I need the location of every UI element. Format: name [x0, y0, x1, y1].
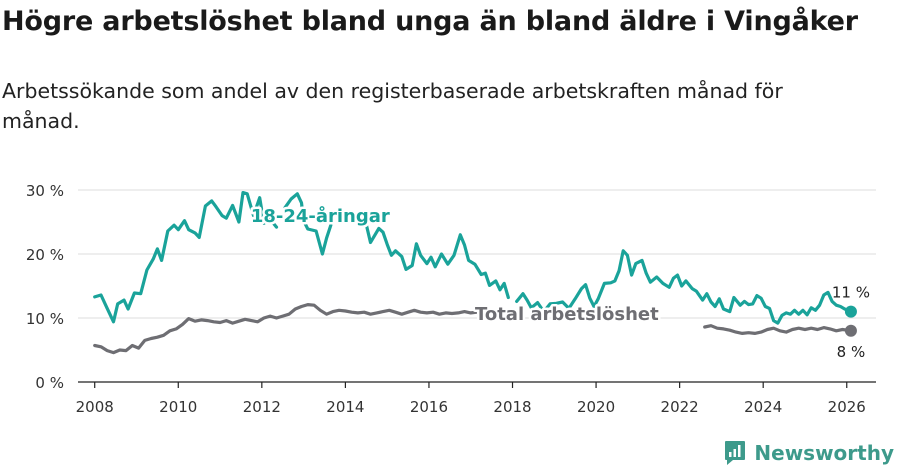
y-tick-label: 20 % — [26, 246, 64, 264]
gridlines — [78, 189, 876, 319]
x-tick-label: 2024 — [744, 398, 782, 416]
x-tick-label: 2016 — [410, 398, 448, 416]
x-tick-label: 2012 — [243, 398, 281, 416]
x-tick-label: 2020 — [577, 398, 615, 416]
x-tick-label: 2026 — [828, 398, 866, 416]
chart-title: Högre arbetslöshet bland unga än bland ä… — [2, 6, 858, 37]
newsworthy-logo-icon — [725, 441, 746, 465]
x-tick-label: 2018 — [493, 398, 531, 416]
series-annotation-0: 18-24-åringar — [251, 205, 390, 227]
series-line-0 — [93, 191, 853, 325]
axes: 0 % 10 % 20 % 30 % 2008 2010 2012 2014 2016 2018 2… — [26, 182, 876, 416]
x-tick-label: 2010 — [159, 398, 197, 416]
brand-logo[interactable]: Newsworthy — [724, 440, 894, 466]
y-tick-label: 0 % — [35, 374, 64, 392]
series-end-label-1: 8 % — [837, 343, 866, 361]
series-lines — [93, 191, 857, 355]
series-end-point-1 — [844, 324, 857, 337]
y-tick-label: 30 % — [26, 182, 64, 200]
x-tick-label: 2008 — [76, 398, 114, 416]
series-annotation-1: Total arbetslöshet — [475, 304, 659, 325]
series-end-point-0 — [844, 305, 857, 318]
x-tick-label: 2022 — [661, 398, 699, 416]
series-line-1 — [93, 303, 853, 355]
brand-name: Newsworthy — [754, 441, 894, 465]
chart-labels: 11 % 8 % 18-24-åringar Total arbetslöshet — [248, 203, 870, 361]
chart-subtitle: Arbetssökande som andel av den registerb… — [2, 79, 783, 133]
x-tick-label: 2014 — [326, 398, 364, 416]
y-tick-label: 10 % — [26, 310, 64, 328]
series-end-label-0: 11 % — [832, 284, 870, 302]
